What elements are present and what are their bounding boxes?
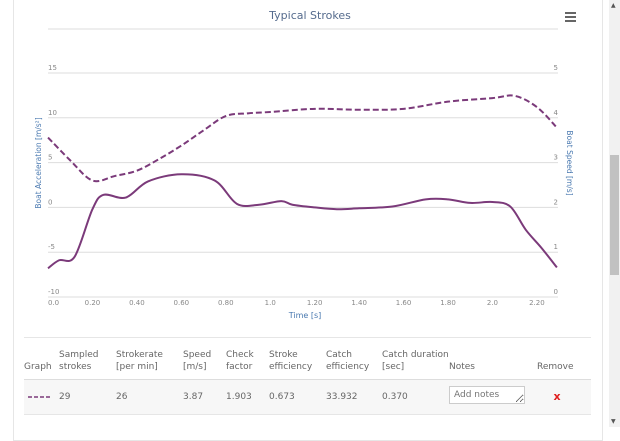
right-axis-label: Boat Speed [m/s]: [565, 130, 574, 195]
cell-sampled: 29: [59, 392, 71, 402]
col-remove: Remove: [537, 362, 574, 372]
table-row: 29 26 3.87 1.903 0.673 33.932 0.370 x: [24, 379, 591, 414]
typical-strokes-chart: Typical Strokes 15 5 10 4 5 3 0 2 -5 1 -10 0 0.0 0.20…: [34, 9, 576, 320]
cell-catch-dur: 0.370: [382, 392, 408, 402]
y-tick-right: 3: [554, 154, 558, 162]
col-check: Check factor: [226, 350, 254, 372]
x-tick: 0.20: [85, 299, 101, 307]
y-tick-right: 0: [554, 288, 558, 296]
col-catch-eff: Catch efficiency: [326, 350, 370, 372]
x-tick: 1.80: [440, 299, 456, 307]
col-catch-dur: Catch duration [sec]: [382, 350, 449, 372]
col-graph: Graph: [24, 362, 52, 372]
x-tick: 0.40: [129, 299, 145, 307]
remove-button[interactable]: x: [553, 390, 561, 403]
col-notes: Notes: [449, 362, 475, 372]
x-tick: 0.0: [48, 299, 59, 307]
y-tick-right: 5: [554, 64, 558, 72]
col-speed: Speed [m/s]: [183, 350, 212, 372]
x-tick: 1.60: [396, 299, 412, 307]
col-strokerate: Strokerate [per min]: [116, 350, 163, 372]
cell-speed: 3.87: [183, 392, 204, 402]
boat-acceleration-line: [47, 173, 558, 270]
x-tick: 2.0: [487, 299, 498, 307]
x-tick: 1.40: [351, 299, 367, 307]
scroll-down-icon[interactable]: ▼: [611, 418, 616, 425]
cell-stroke-eff: 0.673: [269, 392, 295, 402]
y-tick-right: 4: [554, 109, 559, 117]
x-tick: 1.20: [307, 299, 323, 307]
col-sampled: Sampled strokes: [59, 350, 99, 372]
chart-title: Typical Strokes: [268, 9, 351, 22]
notes-input[interactable]: [449, 386, 525, 404]
y-tick-right: 1: [554, 243, 558, 251]
y-tick-left: 15: [48, 64, 57, 72]
dashed-line-legend-icon: [24, 391, 59, 403]
strokes-table: Graph Sampled strokes Strokerate [per mi…: [24, 337, 591, 415]
col-stroke-eff: Stroke efficiency: [269, 350, 313, 372]
hamburger-menu-icon[interactable]: [565, 12, 576, 22]
x-tick: 1.0: [265, 299, 276, 307]
x-tick: 2.20: [529, 299, 545, 307]
scrollbar-thumb[interactable]: [610, 155, 619, 275]
cell-catch-eff: 33.932: [326, 392, 358, 402]
cell-check: 1.903: [226, 392, 252, 402]
y-tick-left: 5: [48, 154, 52, 162]
boat-speed-line: [47, 94, 558, 183]
x-tick: 0.60: [174, 299, 190, 307]
left-axis-label: Boat Acceleration [m/s²]: [34, 117, 43, 208]
cell-strokerate: 26: [116, 392, 128, 402]
scroll-up-icon[interactable]: ▲: [611, 2, 616, 9]
y-tick-left: 0: [48, 198, 52, 206]
y-tick-left: -5: [48, 243, 55, 251]
x-axis-label: Time [s]: [288, 311, 322, 320]
table-header: Graph Sampled strokes Strokerate [per mi…: [24, 338, 591, 379]
x-tick: 0.80: [218, 299, 234, 307]
y-tick-right: 2: [554, 198, 558, 206]
y-tick-left: -10: [48, 288, 59, 296]
y-tick-left: 10: [48, 109, 57, 117]
